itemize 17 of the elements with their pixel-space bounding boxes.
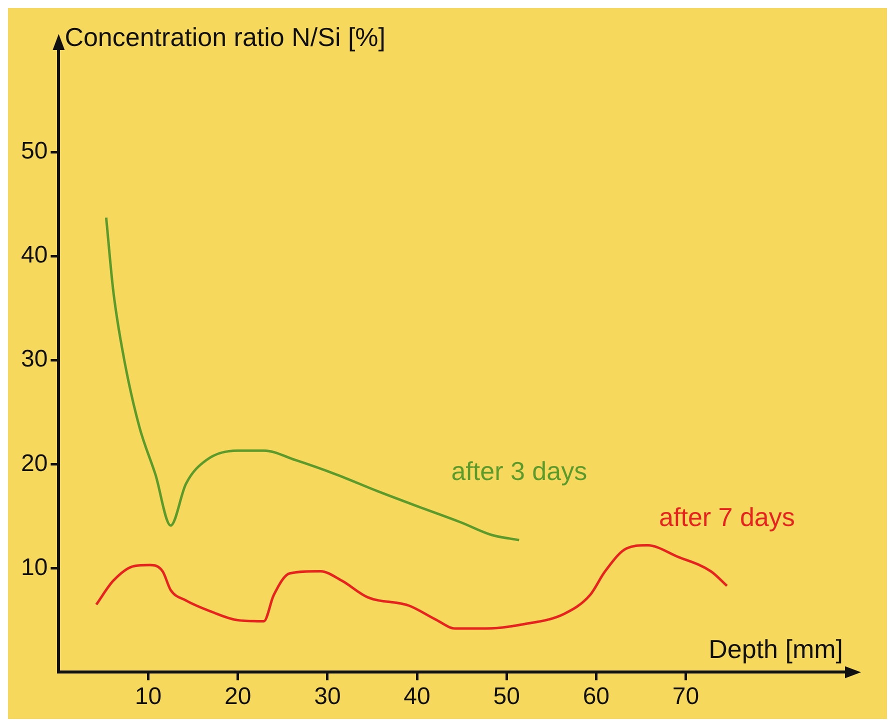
y-axis-title: Concentration ratio N/Si [%] <box>64 22 386 52</box>
series-label: after 7 days <box>659 502 795 532</box>
y-tick-label: 30 <box>20 346 48 373</box>
y-tick-label: 10 <box>20 554 48 581</box>
x-tick-label: 50 <box>493 683 520 710</box>
y-tick-label: 40 <box>20 242 48 269</box>
y-tick-label: 50 <box>20 138 48 165</box>
x-tick-label: 40 <box>404 683 430 710</box>
x-tick-label: 10 <box>134 683 162 710</box>
x-tick-label: 70 <box>672 683 700 710</box>
y-tick-label: 20 <box>20 450 48 477</box>
x-axis-title: Depth [mm] <box>708 634 843 664</box>
x-tick-label: 20 <box>224 683 252 710</box>
x-tick-label: 30 <box>314 683 341 710</box>
line-series <box>95 544 728 630</box>
x-tick-label: 60 <box>582 683 610 710</box>
series-label: after 3 days <box>451 456 588 486</box>
